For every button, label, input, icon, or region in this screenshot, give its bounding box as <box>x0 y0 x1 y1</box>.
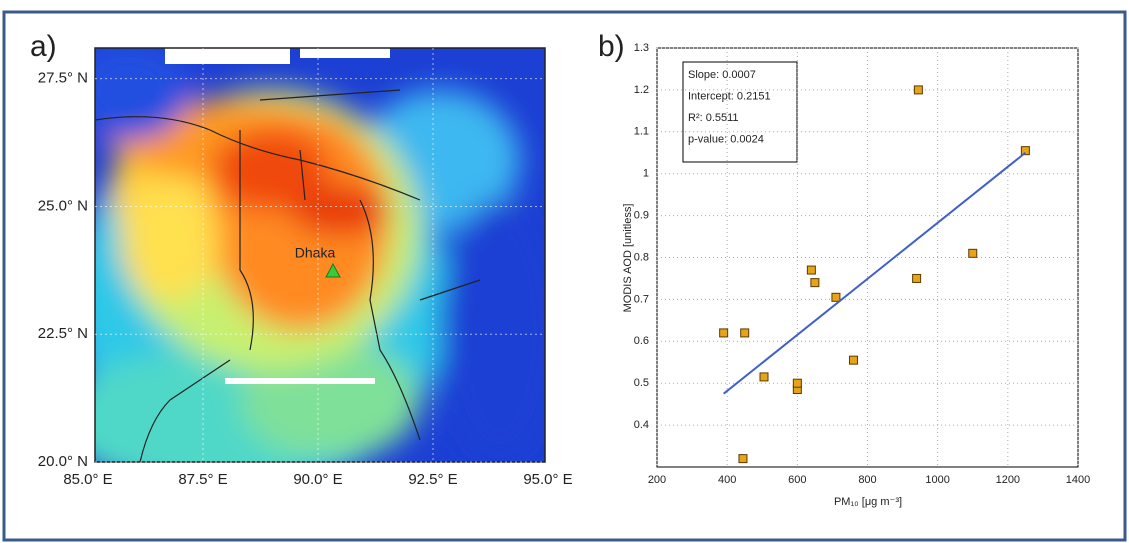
data-point <box>1020 146 1030 156</box>
x-tick-label: 1200 <box>996 474 1020 486</box>
x-tick-label: 85.0° E <box>63 471 112 488</box>
city-label: Dhaka <box>295 245 336 261</box>
aod-map <box>95 48 545 462</box>
data-point <box>759 372 769 382</box>
x-tick-label: 87.5° E <box>178 471 227 488</box>
x-tick-label: 92.5° E <box>408 471 457 488</box>
stats-box <box>682 61 798 163</box>
data-point <box>810 278 820 288</box>
stats-text: Slope: 0.0007 <box>688 69 756 81</box>
y-tick-label: 0.6 <box>634 335 649 347</box>
data-point <box>719 328 729 338</box>
x-tick-label: 95.0° E <box>523 471 572 488</box>
data-point <box>913 85 923 95</box>
y-tick-label: 1.1 <box>634 126 649 138</box>
data-point <box>831 292 841 302</box>
y-tick-label: 0.8 <box>634 251 649 263</box>
data-point <box>738 454 748 464</box>
data-point <box>968 248 978 258</box>
stats-text: Intercept: 0.2151 <box>688 90 771 102</box>
x-tick-label: 600 <box>788 474 806 486</box>
y-tick-label: 20.0° N <box>38 453 88 470</box>
panel-label: a) <box>30 30 57 63</box>
x-tick-label: 1400 <box>1066 474 1090 486</box>
data-point <box>848 355 858 365</box>
stats-text: p-value: 0.0024 <box>688 133 764 145</box>
data-point <box>912 273 922 283</box>
y-tick-label: 0.4 <box>634 419 649 431</box>
y-tick-label: 22.5° N <box>38 325 88 342</box>
panel-label: b) <box>598 30 625 63</box>
y-axis-label: MODIS AOD [unitless] <box>622 204 634 313</box>
x-tick-label: 400 <box>718 474 736 486</box>
x-tick-label: 800 <box>858 474 876 486</box>
x-tick-label: 1000 <box>925 474 949 486</box>
x-tick-label: 90.0° E <box>293 471 342 488</box>
data-point <box>806 265 816 275</box>
y-tick-label: 0.9 <box>634 210 649 222</box>
x-tick-label: 200 <box>648 474 666 486</box>
y-tick-label: 27.5° N <box>38 70 88 87</box>
x-axis-label: PM₁₀ [μg m⁻³] <box>834 496 902 508</box>
y-tick-label: 25.0° N <box>38 197 88 214</box>
fit-line <box>723 151 1026 395</box>
stats-text: R²: 0.5511 <box>688 112 739 124</box>
y-tick-label: 1.2 <box>634 84 649 96</box>
y-tick-label: 1.3 <box>634 42 649 54</box>
y-tick-label: 1 <box>643 168 649 180</box>
city-marker <box>325 262 341 278</box>
data-point <box>740 328 750 338</box>
y-tick-label: 0.7 <box>634 293 649 305</box>
y-tick-label: 0.5 <box>634 377 649 389</box>
data-point <box>792 378 802 388</box>
